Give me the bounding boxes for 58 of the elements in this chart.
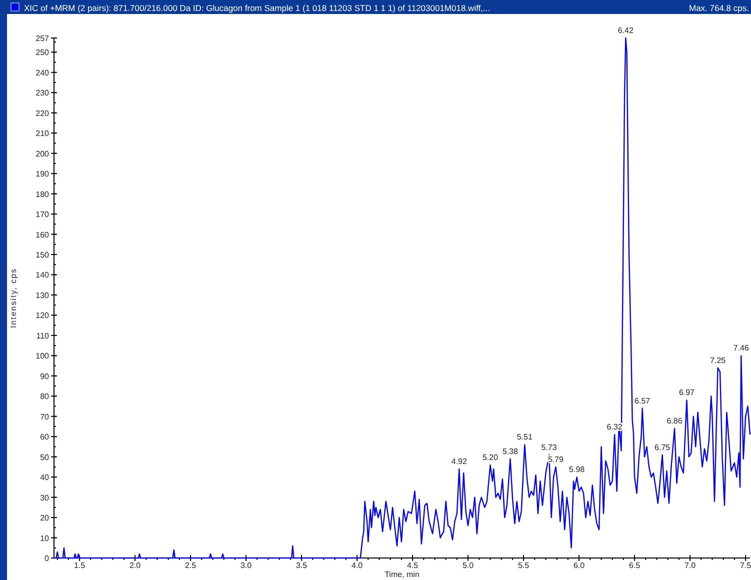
annotation: 5.20 [482,452,499,462]
y-tick-label: 190 [36,170,50,179]
annotation: 5.51 [516,432,533,442]
annotation: 6.57 [634,396,651,406]
y-tick-label: 140 [36,270,50,280]
x-tick-label: 7.0 [684,561,696,570]
x-tick-label: 4.5 [406,561,419,570]
annotation: 5.73 [541,442,558,452]
y-tick-label: 0 [44,554,50,563]
annotation: 7.46 [733,344,750,353]
x-tick-label: 6.5 [628,561,641,570]
y-tick-label: 240 [36,68,50,78]
annotation: 6.75 [654,442,671,452]
x-tick-label: 2.0 [129,561,142,570]
x-tick-label: 3.0 [240,561,252,570]
y-tick-label: 230 [36,88,50,98]
x-tick-label: 2.5 [184,561,197,570]
annotation: 5.38 [502,446,519,456]
annotation: 6.86 [666,416,683,426]
y-tick-label: 210 [36,129,50,138]
y-tick-label: 257 [36,34,50,43]
annotation: 6.97 [678,388,696,398]
y-tick-label: 120 [36,311,50,320]
y-tick-label: 170 [36,210,50,220]
y-axis-title: Intensity, cps [9,268,18,328]
y-tick-label: 30 [40,493,50,502]
y-tick-label: 130 [36,290,50,300]
y-tick-label: 60 [40,432,50,442]
x-tick-label: 5.5 [518,561,530,570]
y-tick-label: 150 [36,250,50,260]
y-tick-label: 250 [36,48,50,58]
y-tick-label: 220 [36,108,50,118]
x-tick-label: 6.0 [573,561,586,570]
x-axis-title: Time, min [384,570,420,579]
annotation: 7.25 [710,356,726,365]
x-tick-label: 4.0 [351,561,364,570]
annotation: 5.98 [569,465,586,474]
annotation: 6.42 [618,26,634,35]
x-tick-label: 7.5 [740,561,751,570]
chart-subtitle: Max. 764.8 cps. [688,3,749,13]
y-tick-label: 70 [40,412,50,422]
y-tick-label: 80 [40,392,50,402]
y-tick-label: 40 [40,473,50,482]
chart-title: XIC of +MRM (2 pairs): 871.700/216.000 Da ID: Glucagon from Sample 1 (1 018 11203 STD 1 1 1) of 11203001M018.wiff,... [24,3,490,13]
line-series [53,37,751,559]
y-tick-label: 90 [40,372,50,381]
annotation: 4.92 [451,456,468,466]
x-tick-label: 1.5 [74,561,86,570]
y-tick-label: 50 [40,452,50,462]
y-tick-label: 10 [40,534,50,543]
y-tick-label: 200 [36,149,50,158]
y-tick-label: 160 [36,230,50,240]
y-tick-label: 180 [36,190,50,199]
y-tick-label: 100 [36,352,50,361]
x-tick-label: 5.0 [462,561,474,570]
x-tick-label: 3.5 [296,561,308,570]
y-tick-label: 20 [40,514,50,523]
y-tick-label: 110 [36,331,50,340]
